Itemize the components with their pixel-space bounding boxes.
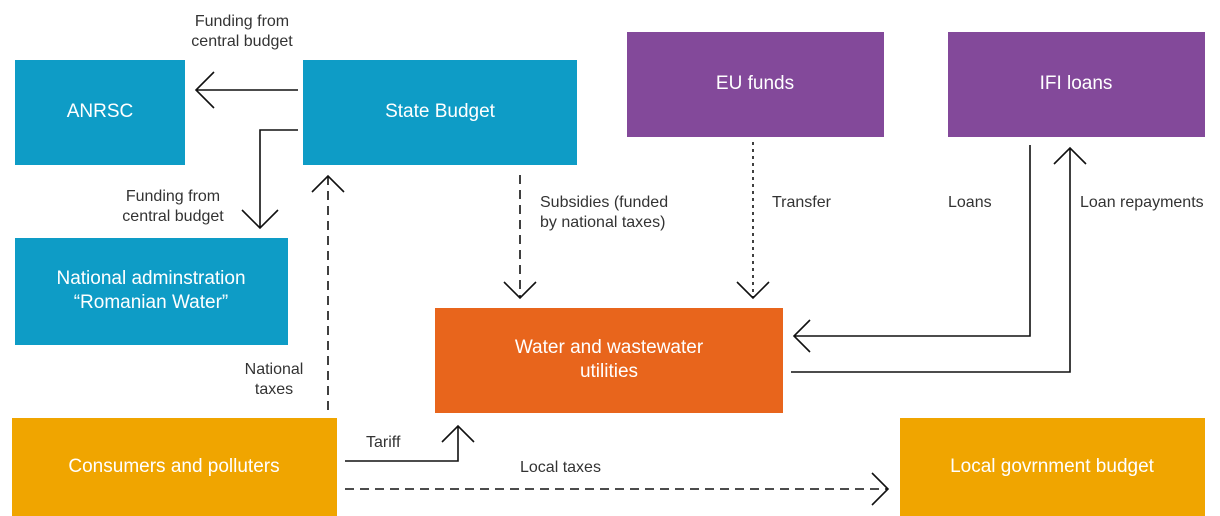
node-label: Consumers and polluters: [68, 456, 279, 477]
arrow: [792, 145, 1031, 353]
edge-label: Funding from: [126, 188, 220, 205]
edge-label: central budget: [191, 33, 293, 50]
arrow: [241, 129, 298, 230]
box-consumers: [12, 418, 337, 516]
node-label: State Budget: [385, 101, 496, 122]
box-utilities: [435, 308, 783, 413]
edge-label: central budget: [122, 208, 224, 225]
arrows: [194, 71, 1087, 506]
box-ifi: [948, 32, 1205, 137]
arrow: [345, 424, 475, 462]
box-state-budget: [303, 60, 577, 165]
edge-label: by national taxes): [540, 214, 665, 231]
box-eu: [627, 32, 884, 137]
node-label: utilities: [580, 361, 638, 382]
arrow-head: [736, 281, 770, 300]
node-label: Local govrnment budget: [950, 456, 1155, 477]
box-national: [15, 238, 288, 345]
edge-label: Local taxes: [520, 459, 601, 476]
edge-label: Tariff: [366, 434, 401, 451]
arrow: [194, 71, 298, 109]
edge-label: Loans: [948, 194, 992, 211]
edge-label: Subsidies (funded: [540, 194, 668, 211]
node-label: ANRSC: [67, 101, 134, 122]
edge-label: Loan repayments: [1080, 194, 1204, 211]
node-label: “Romanian Water”: [74, 292, 229, 313]
arrow: [791, 146, 1087, 373]
node-label: National adminstration: [56, 268, 245, 289]
edge-label: taxes: [255, 381, 293, 398]
edge-label: Funding from: [195, 13, 289, 30]
arrow-head: [503, 281, 537, 300]
node-label: Water and wastewater: [515, 337, 704, 358]
arrow-head: [871, 472, 890, 506]
node-label: IFI loans: [1040, 73, 1113, 94]
box-anrsc: [15, 60, 185, 165]
box-local: [900, 418, 1205, 516]
arrow-head: [311, 174, 345, 193]
edge-label: National: [245, 361, 304, 378]
edge-label: Transfer: [772, 194, 832, 211]
node-label: EU funds: [716, 73, 794, 94]
